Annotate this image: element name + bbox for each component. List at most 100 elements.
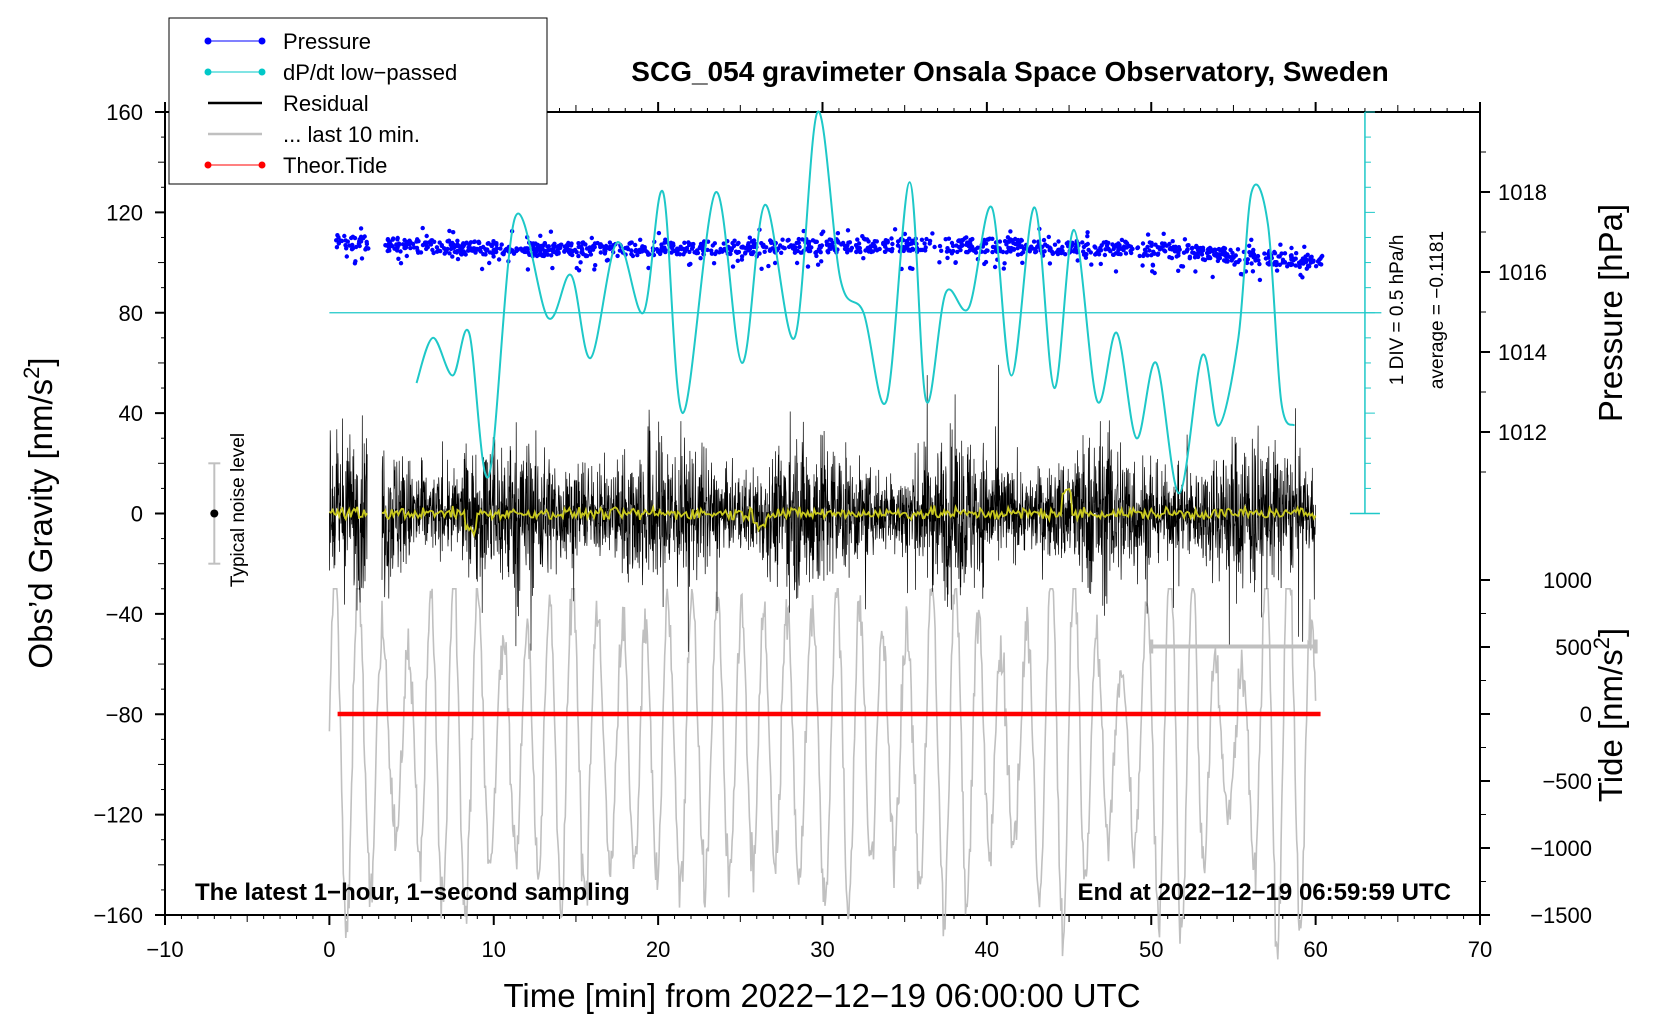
pressure-point — [1019, 238, 1024, 243]
pressure-point — [635, 252, 640, 258]
pressure-point — [448, 246, 454, 252]
pressure-point — [990, 244, 996, 250]
pressure-point — [1056, 239, 1061, 244]
pressure-point — [1018, 244, 1023, 249]
pressure-point — [1185, 243, 1190, 248]
pressure-point — [798, 250, 804, 255]
pressure-point — [430, 247, 435, 253]
pressure-point — [607, 240, 613, 245]
pressure-point — [1304, 257, 1310, 263]
pressure-point — [470, 248, 475, 253]
pressure-point — [1080, 240, 1085, 245]
pressure-point — [1212, 253, 1218, 258]
pressure-point — [1222, 250, 1227, 255]
pressure-point — [762, 249, 767, 254]
pressure-point — [1140, 263, 1145, 268]
pressure-point — [1008, 229, 1013, 234]
pressure-point — [945, 255, 950, 261]
pressure-point — [581, 251, 586, 257]
pressure-point — [646, 252, 651, 257]
pressure-point — [501, 252, 506, 257]
pressure-point — [552, 249, 557, 255]
pressure-point — [1001, 266, 1006, 271]
pressure-point — [1135, 245, 1140, 251]
pressure-point — [805, 264, 811, 269]
y-tick-label: 40 — [119, 401, 143, 426]
pressure-point — [1095, 250, 1100, 255]
pressure-point — [930, 231, 935, 236]
last10-layer — [328, 588, 1317, 960]
y-tick-label: −40 — [106, 602, 143, 627]
pressure-point — [1140, 241, 1146, 246]
pressure-point — [983, 259, 989, 265]
dpdt-layer — [415, 110, 1296, 495]
pressure-point — [843, 246, 848, 251]
pressure-scale-text: 1 DIV = 0.5 hPa/h — [1387, 235, 1408, 386]
pressure-point — [870, 241, 875, 247]
pressure-point — [730, 264, 736, 269]
pressure-point — [786, 244, 792, 250]
pressure-point — [504, 246, 509, 252]
pressure-point — [855, 237, 860, 242]
pressure-point — [1104, 243, 1110, 248]
pressure-point — [735, 258, 740, 263]
pressure-point — [794, 260, 800, 266]
y-tick-label: −80 — [106, 702, 143, 727]
pressure-point — [1276, 254, 1281, 259]
pressure-point — [1319, 262, 1324, 267]
pressure-tick-label: 1018 — [1498, 180, 1547, 205]
pressure-point — [446, 239, 452, 244]
pressure-point — [635, 248, 640, 253]
bottom-right-note: End at 2022−12−19 06:59:59 UTC — [1077, 879, 1451, 906]
legend-label: Pressure — [283, 29, 371, 54]
pressure-point — [793, 245, 798, 250]
pressure-point — [1257, 277, 1263, 283]
pressure-point — [1093, 245, 1098, 250]
pressure-point — [492, 247, 498, 252]
pressure-point — [1047, 245, 1052, 250]
pressure-point — [920, 247, 925, 253]
pressure-point — [937, 260, 942, 265]
pressure-point — [472, 239, 477, 244]
pressure-point — [556, 251, 561, 256]
pressure-point — [404, 253, 409, 259]
pressure-point — [364, 239, 369, 245]
y-tick-label: −120 — [93, 803, 143, 828]
x-tick-label: −10 — [146, 937, 183, 962]
pressure-point — [1179, 264, 1184, 269]
pressure-point — [1033, 249, 1039, 254]
pressure-point — [408, 239, 413, 245]
pressure-point — [559, 242, 564, 247]
pressure-point — [384, 243, 389, 248]
legend-swatch-marker-right — [258, 161, 266, 169]
x-tick-label: 0 — [323, 937, 335, 962]
pressure-point — [1274, 268, 1280, 273]
pressure-point — [511, 251, 517, 256]
pressure-point — [759, 241, 764, 246]
pressure-point — [402, 245, 407, 251]
pressure-tick-label: 1012 — [1498, 420, 1547, 445]
pressure-point — [464, 240, 469, 245]
pressure-point — [1215, 258, 1221, 264]
pressure-point — [1277, 262, 1283, 267]
pressure-point — [953, 260, 958, 265]
pressure-point — [628, 240, 633, 245]
pressure-point — [1207, 249, 1213, 255]
pressure-point — [1247, 250, 1252, 255]
pressure-point — [1031, 239, 1037, 244]
pressure-point — [479, 266, 485, 272]
pressure-point — [363, 247, 368, 252]
pressure-point — [694, 250, 699, 256]
pressure-point — [728, 251, 733, 257]
pressure-point — [904, 238, 909, 244]
pressure-point — [1050, 251, 1056, 256]
pressure-point — [1201, 257, 1207, 262]
pressure-point — [565, 247, 571, 252]
pressure-point — [1173, 244, 1178, 249]
residual-smoothed-trace — [329, 487, 1317, 539]
pressure-point — [861, 256, 866, 261]
tide-tick-label: −500 — [1542, 769, 1592, 794]
pressure-point — [845, 228, 851, 233]
pressure-point — [698, 256, 703, 261]
pressure-point — [576, 241, 581, 246]
